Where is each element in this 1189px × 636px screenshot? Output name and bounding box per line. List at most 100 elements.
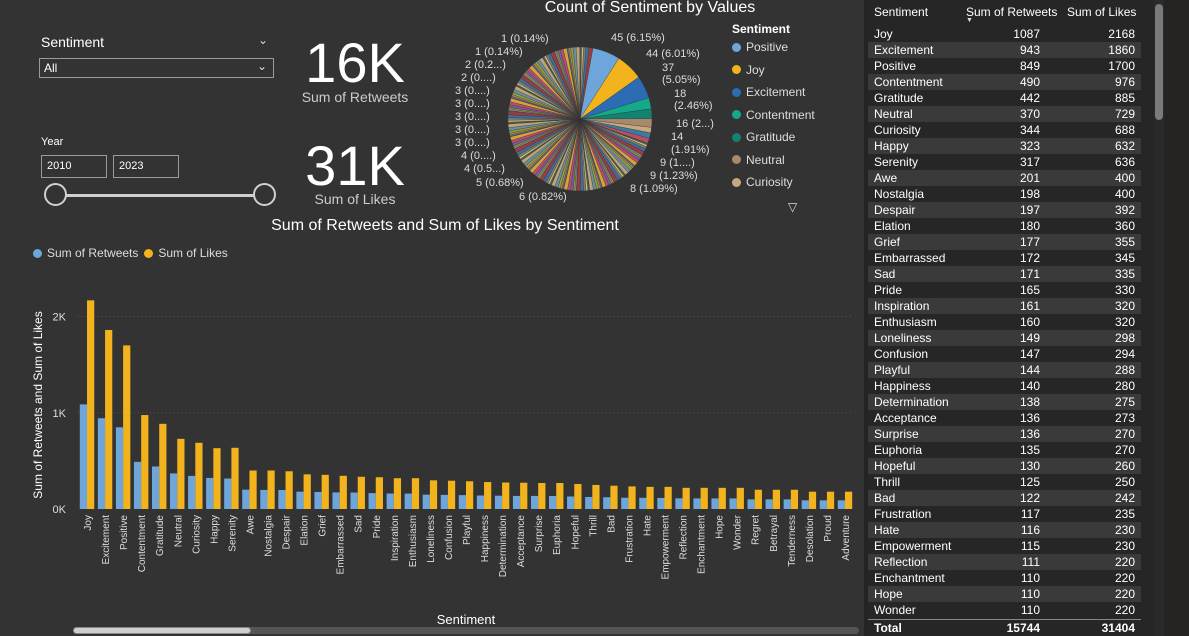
retweets-bar[interactable] (422, 494, 430, 509)
likes-bar[interactable] (213, 448, 221, 509)
likes-bar[interactable] (123, 345, 131, 509)
likes-bar[interactable] (321, 474, 329, 509)
pie-legend-item[interactable]: Contentment (732, 108, 815, 122)
retweets-bar[interactable] (801, 500, 809, 509)
table-row[interactable]: Serenity 317 636 (868, 154, 1141, 170)
retweets-bar[interactable] (512, 495, 521, 509)
sentiment-dropdown[interactable]: All ⌄ (39, 58, 274, 78)
retweets-bar[interactable] (711, 498, 719, 509)
likes-bar[interactable] (249, 470, 257, 510)
retweets-bar[interactable] (332, 492, 340, 509)
retweets-bar[interactable] (567, 496, 575, 509)
table-row[interactable]: Joy 1087 2168 (868, 26, 1141, 42)
retweets-bar[interactable] (549, 496, 557, 509)
retweets-bar[interactable] (151, 466, 160, 509)
likes-bar[interactable] (700, 487, 708, 509)
retweets-bar[interactable] (296, 491, 304, 509)
likes-bar[interactable] (520, 482, 528, 509)
table-row[interactable]: Elation 180 360 (868, 218, 1141, 234)
table-row[interactable]: Playful 144 288 (868, 362, 1141, 378)
pie-chart[interactable] (505, 44, 655, 194)
likes-bar[interactable] (87, 300, 95, 509)
table-row[interactable]: Pride 165 330 (868, 282, 1141, 298)
table-row[interactable]: Embarrassed 172 345 (868, 250, 1141, 266)
table-row[interactable]: Hopeful 130 260 (868, 458, 1141, 474)
table-row[interactable]: Excitement 943 1860 (868, 42, 1141, 58)
likes-bar[interactable] (339, 475, 347, 509)
pie-legend-item[interactable]: Neutral (732, 153, 785, 167)
likes-bar[interactable] (844, 491, 853, 509)
likes-bar[interactable] (285, 471, 293, 509)
table-row[interactable]: Loneliness 149 298 (868, 330, 1141, 346)
retweets-bar[interactable] (404, 493, 412, 509)
likes-bar[interactable] (610, 485, 618, 509)
retweets-bar[interactable] (494, 495, 503, 509)
table-row[interactable]: Gratitude 442 885 (868, 90, 1141, 106)
table-row[interactable]: Enthusiasm 160 320 (868, 314, 1141, 330)
likes-bar[interactable] (484, 482, 492, 509)
table-row[interactable]: Reflection 111 220 (868, 554, 1141, 570)
retweets-bar[interactable] (170, 473, 178, 509)
table-row[interactable]: Determination 138 275 (868, 394, 1141, 410)
retweets-bar[interactable] (79, 404, 88, 509)
retweets-bar[interactable] (837, 500, 845, 509)
table-row[interactable]: Acceptance 136 273 (868, 410, 1141, 426)
retweets-bar[interactable] (530, 495, 539, 509)
likes-bar[interactable] (502, 482, 510, 509)
retweets-bar[interactable] (476, 495, 485, 509)
likes-bar[interactable] (447, 480, 456, 509)
table-vscroll-thumb[interactable] (1155, 4, 1163, 120)
table-row[interactable]: Bad 122 242 (868, 490, 1141, 506)
year-to-input[interactable]: 2023 (113, 155, 179, 178)
retweets-bar[interactable] (783, 499, 791, 509)
retweets-bar[interactable] (765, 499, 773, 509)
retweets-bar[interactable] (693, 498, 701, 509)
retweets-bar[interactable] (386, 493, 394, 509)
year-slider-end-handle[interactable] (253, 183, 276, 206)
likes-bar[interactable] (772, 489, 781, 509)
header-sum-retweets[interactable]: Sum of Retweets (966, 5, 1058, 19)
likes-bar[interactable] (556, 483, 564, 509)
likes-bar[interactable] (790, 489, 799, 509)
table-row[interactable]: Happy 323 632 (868, 138, 1141, 154)
likes-bar[interactable] (177, 438, 185, 509)
retweets-bar[interactable] (242, 489, 250, 509)
retweets-bar[interactable] (729, 498, 737, 509)
likes-bar[interactable] (267, 470, 275, 510)
table-vscroll-track[interactable] (1154, 0, 1164, 636)
pie-legend-item[interactable]: Positive (732, 40, 788, 54)
retweets-bar[interactable] (115, 427, 124, 509)
retweets-bar[interactable] (621, 497, 629, 509)
retweets-bar[interactable] (458, 495, 466, 509)
likes-bar[interactable] (826, 491, 835, 509)
retweets-bar[interactable] (585, 496, 593, 509)
likes-bar[interactable] (682, 487, 690, 509)
table-row[interactable]: Empowerment 115 230 (868, 538, 1141, 554)
year-from-input[interactable]: 2010 (41, 155, 107, 178)
retweets-bar[interactable] (440, 494, 448, 509)
retweets-bar[interactable] (639, 497, 647, 509)
likes-bar[interactable] (754, 489, 762, 509)
likes-bar[interactable] (646, 486, 654, 509)
retweets-bar[interactable] (206, 477, 214, 509)
table-row[interactable]: Hope 110 220 (868, 586, 1141, 602)
table-row[interactable]: Hate 116 230 (868, 522, 1141, 538)
table-row[interactable]: Curiosity 344 688 (868, 122, 1141, 138)
table-row[interactable]: Neutral 370 729 (868, 106, 1141, 122)
header-sentiment[interactable]: Sentiment (874, 5, 929, 19)
pie-legend-item[interactable]: Gratitude (732, 130, 795, 144)
table-row[interactable]: Thrill 125 250 (868, 474, 1141, 490)
bar-chart-hscroll-thumb[interactable] (73, 627, 251, 634)
pie-legend-item[interactable]: Joy (732, 63, 765, 77)
pie-legend-item[interactable]: Excitement (732, 85, 805, 99)
table-row[interactable]: Enchantment 110 220 (868, 570, 1141, 586)
likes-bar[interactable] (375, 477, 383, 509)
likes-bar[interactable] (538, 483, 546, 509)
table-row[interactable]: Surprise 136 270 (868, 426, 1141, 442)
table-row[interactable]: Despair 197 392 (868, 202, 1141, 218)
likes-bar[interactable] (466, 481, 474, 509)
table-row[interactable]: Confusion 147 294 (868, 346, 1141, 362)
table-row[interactable]: Euphoria 135 270 (868, 442, 1141, 458)
likes-bar[interactable] (411, 478, 420, 509)
legend-scroll-down-icon[interactable]: ▽ (788, 200, 798, 214)
